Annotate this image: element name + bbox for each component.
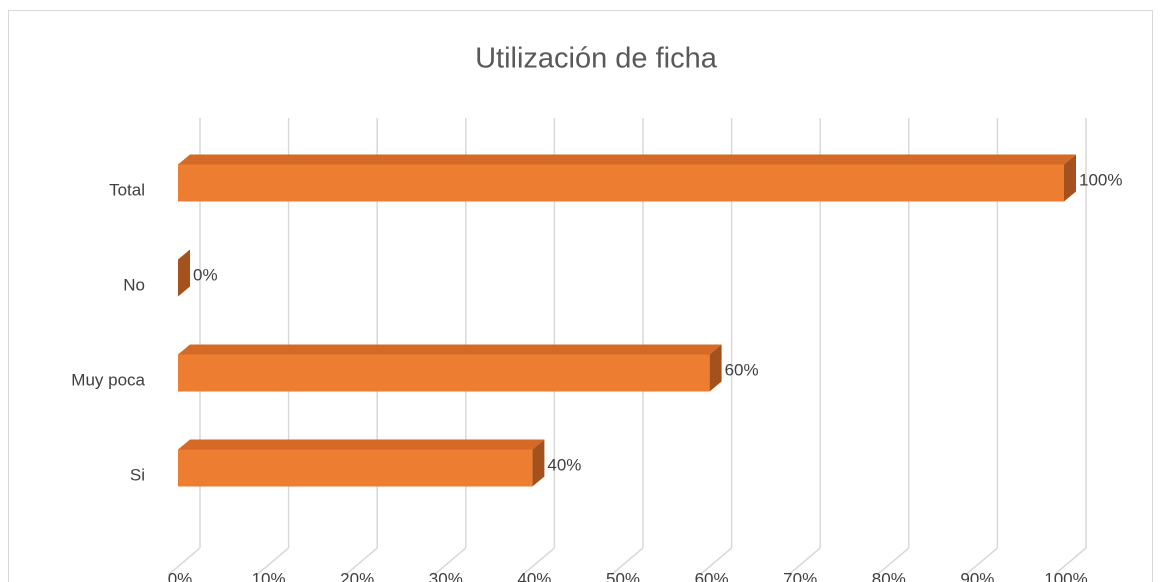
bar-side <box>532 439 545 487</box>
chart-title: Utilización de ficha <box>475 43 718 75</box>
data-label: 60% <box>725 360 759 379</box>
x-tick-label: 100% <box>1044 569 1087 582</box>
floor-line <box>1053 547 1087 576</box>
y-tick-label: Muy poca <box>71 370 145 389</box>
data-label: 0% <box>193 265 218 284</box>
data-label: 100% <box>1079 170 1122 189</box>
bar-top <box>178 344 722 355</box>
floor-line <box>699 547 733 576</box>
floor-line <box>876 547 910 576</box>
floor-line <box>787 547 821 576</box>
floor-line <box>610 547 644 576</box>
bar <box>178 354 710 392</box>
bar <box>178 164 1064 202</box>
bar-side <box>1064 154 1076 202</box>
x-tick-label: 80% <box>872 569 906 582</box>
y-tick-label: No <box>123 275 145 294</box>
floor-line <box>167 547 201 576</box>
bar-top <box>178 439 545 450</box>
x-tick-label: 60% <box>695 569 729 582</box>
y-tick-label: Total <box>109 180 145 199</box>
data-label: 40% <box>547 455 581 474</box>
bar-top <box>178 154 1076 165</box>
chart-border <box>8 10 1153 582</box>
x-tick-label: 70% <box>783 569 817 582</box>
bar-side <box>709 344 722 392</box>
x-tick-label: 0% <box>168 569 193 582</box>
x-tick-label: 90% <box>960 569 994 582</box>
x-tick-label: 40% <box>517 569 551 582</box>
x-tick-label: 50% <box>606 569 640 582</box>
floor-line <box>256 547 290 576</box>
floor-line <box>964 547 998 576</box>
x-tick-label: 30% <box>429 569 463 582</box>
x-tick-label: 20% <box>340 569 374 582</box>
floor-line <box>433 547 467 576</box>
y-tick-label: Si <box>130 465 145 484</box>
bar <box>178 449 533 487</box>
floor-line <box>521 547 555 576</box>
floor-line <box>344 547 378 576</box>
bar-side <box>178 249 190 297</box>
x-tick-label: 10% <box>252 569 286 582</box>
